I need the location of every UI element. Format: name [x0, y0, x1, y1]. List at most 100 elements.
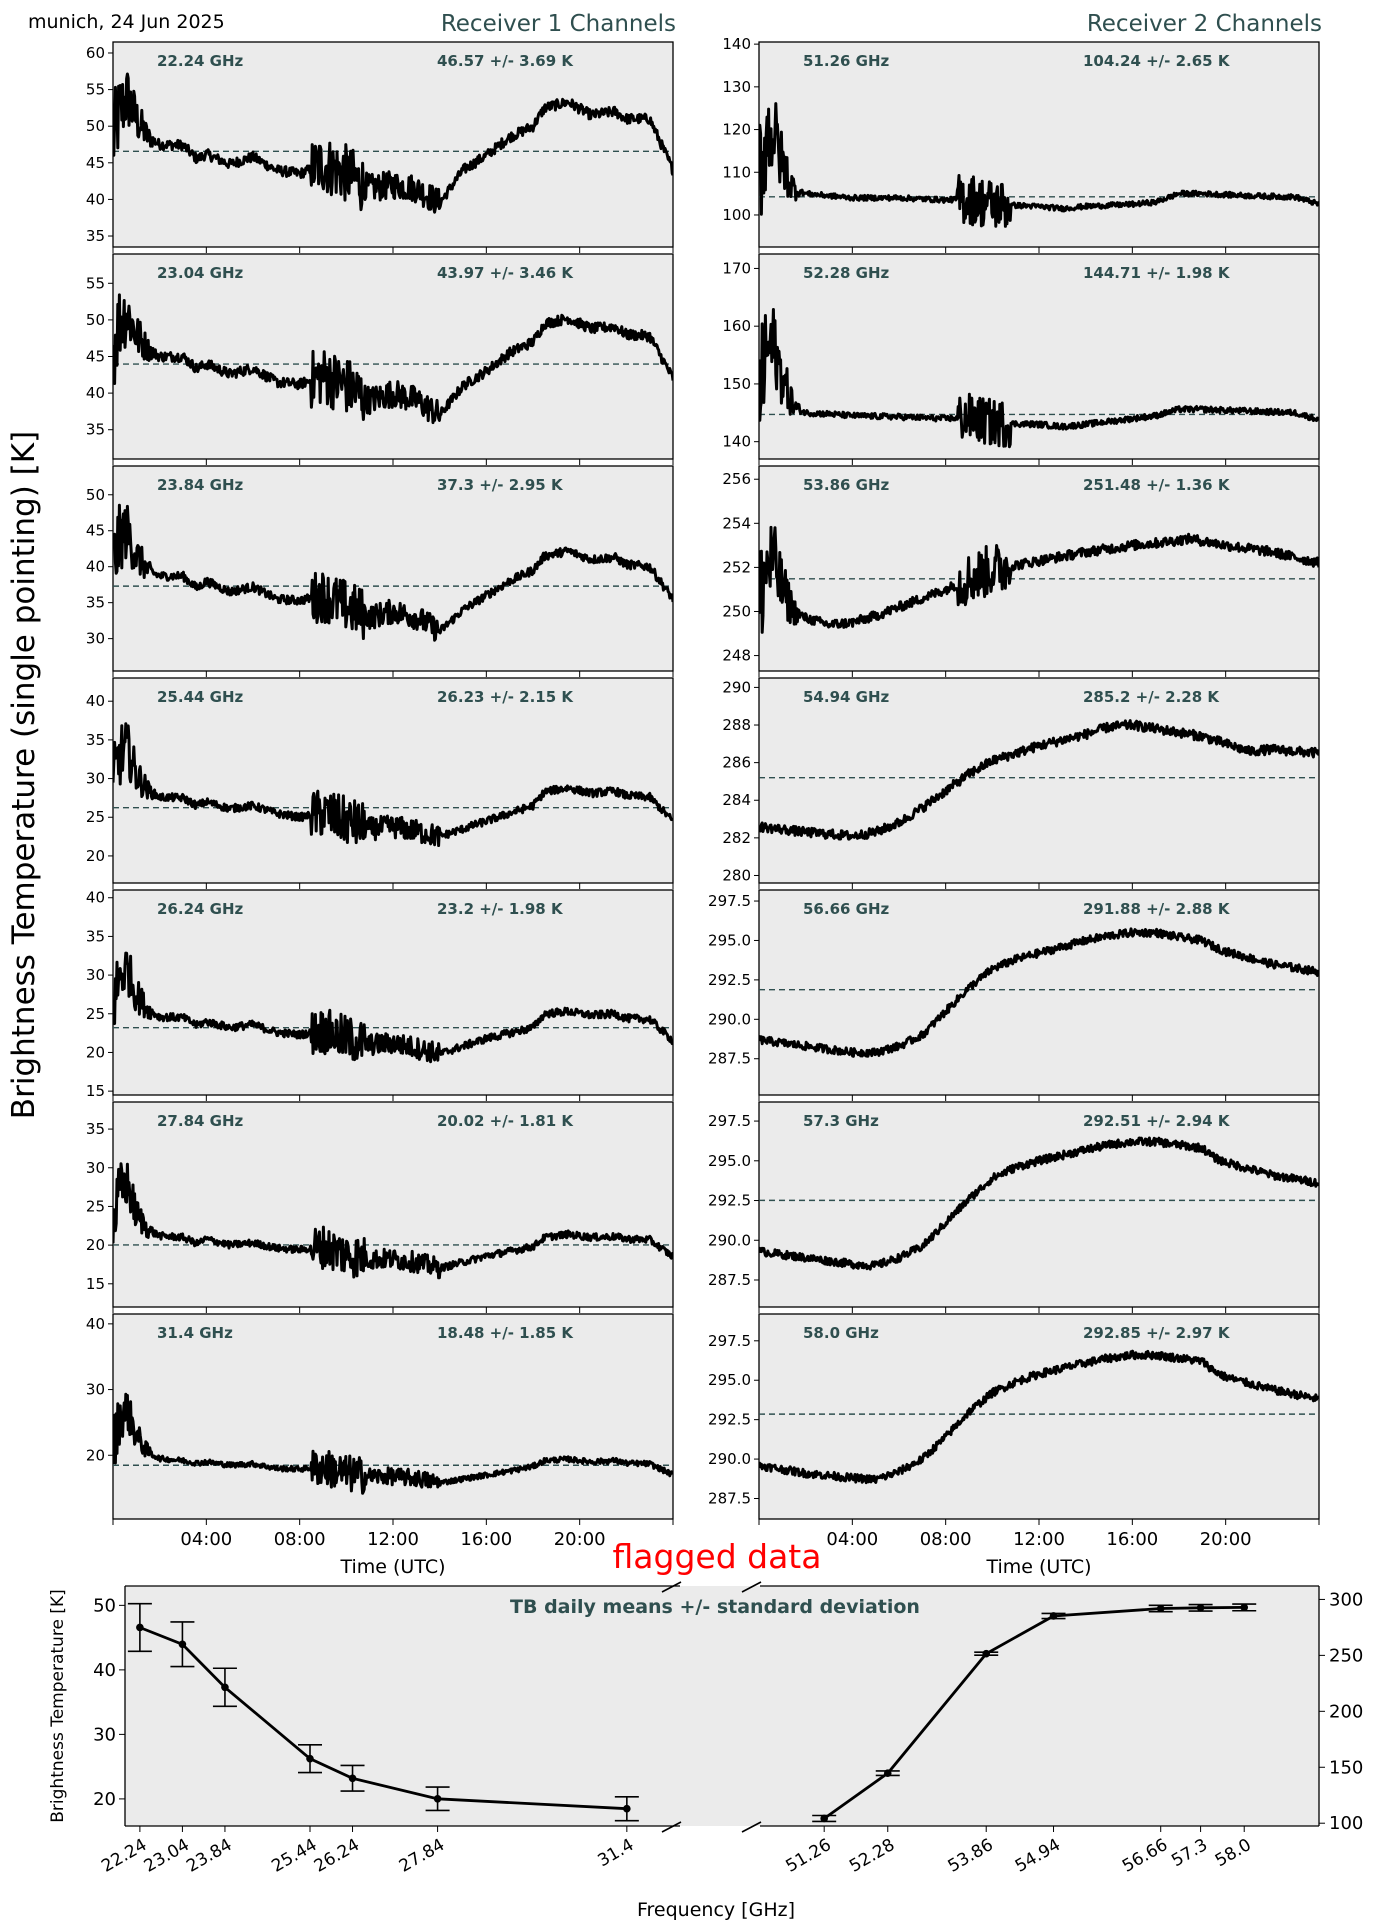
- y-tick-label: 295.0: [708, 1371, 751, 1389]
- data-point: [623, 1804, 631, 1813]
- receiver1-panel-3: 30 35 40 45 50 23.84 GHz 37.3 +/- 2.95 K: [86, 465, 674, 677]
- y-tick-label: 20: [86, 847, 105, 865]
- receiver1-title: Receiver 1 Channels: [441, 11, 676, 37]
- receiver2-panel-5: 287.5 290.0 292.5 295.0 297.5 56.66 GHz 291.88…: [708, 889, 1320, 1101]
- series-line: [759, 525, 1319, 634]
- location-date-label: munich, 24 Jun 2025: [28, 11, 225, 33]
- y-tick-label: 292.5: [708, 1192, 751, 1210]
- receiver1-panel-1: 35 40 45 50 55 60 22.24 GHz 46.57 +/- 3.69 K: [86, 41, 674, 253]
- panel-plot-area: [759, 927, 1319, 1058]
- y-tick-label: 40: [86, 384, 105, 402]
- y-tick-label: 290.0: [708, 1450, 751, 1468]
- frequency-label: 26.24 GHz: [157, 900, 244, 918]
- y-tick-label: 256: [722, 470, 751, 488]
- y-tick-label: 290.0: [708, 1231, 751, 1249]
- y-tick-label: 25: [86, 1197, 105, 1215]
- summary-x-axis-label: Frequency [GHz]: [637, 1899, 795, 1921]
- y-tick-label: 295.0: [708, 931, 751, 949]
- panel-plot-area: [759, 308, 1319, 449]
- y-tick-label: 60: [86, 44, 105, 62]
- frequency-label: 54.94 GHz: [803, 688, 890, 706]
- receiver2-panel-4: 280 282 284 286 288 290 54.94 GHz 285.2 +/- 2.2…: [722, 677, 1320, 889]
- panel-plot-area: [113, 1392, 673, 1495]
- y-tick-label: 50: [86, 311, 105, 329]
- y-tick-label: 40: [86, 692, 105, 710]
- frequency-label: 58.0 GHz: [803, 1324, 879, 1342]
- y-tick-label: 130: [722, 78, 751, 96]
- mean-std-label: 291.88 +/- 2.88 K: [1083, 900, 1231, 918]
- y-tick-label: 55: [86, 81, 105, 99]
- y-tick-label: 297.5: [708, 1112, 751, 1130]
- panel-background: [112, 1313, 674, 1520]
- mean-std-label: 292.51 +/- 2.94 K: [1083, 1112, 1231, 1130]
- data-point: [1240, 1603, 1249, 1612]
- receiver2-title: Receiver 2 Channels: [1087, 11, 1322, 37]
- panel-plot-area: [113, 503, 673, 642]
- x-tick-label: 31.4: [595, 1835, 638, 1871]
- x-tick-label: 12:00: [367, 1529, 419, 1550]
- y-tick-label: 287.5: [708, 1271, 751, 1289]
- frequency-label: 31.4 GHz: [157, 1324, 233, 1342]
- panel-plot-area: [113, 293, 673, 425]
- x-tick-label: 16:00: [1106, 1529, 1158, 1550]
- series-line: [113, 503, 673, 642]
- data-point: [178, 1640, 187, 1649]
- y-tick-label: 35: [86, 594, 105, 612]
- frequency-label: 23.04 GHz: [157, 264, 244, 282]
- axis-break-mark: [661, 1821, 682, 1833]
- receiver2-panel-1: 100 110 120 130 140 51.26 GHz 104.24 +/- 2.65 …: [722, 35, 1320, 253]
- x-tick-label: 20:00: [554, 1529, 606, 1550]
- mean-std-label: 23.2 +/- 1.98 K: [437, 900, 564, 918]
- data-point: [883, 1769, 892, 1777]
- x-tick-label: 08:00: [920, 1529, 972, 1550]
- y-tick-label: 30: [86, 1159, 105, 1177]
- panel-background: [758, 1313, 1320, 1520]
- y-tick-label: 50: [93, 1595, 116, 1616]
- y-tick-label: 55: [86, 274, 105, 292]
- frequency-label: 27.84 GHz: [157, 1112, 244, 1130]
- y-tick-label: 290: [722, 678, 751, 696]
- y-tick-label: 284: [722, 791, 751, 809]
- y-tick-label: 20: [86, 1446, 105, 1464]
- mean-std-label: 26.23 +/- 2.15 K: [437, 688, 574, 706]
- panel-plot-area: [759, 102, 1319, 228]
- mean-std-label: 20.02 +/- 1.81 K: [437, 1112, 574, 1130]
- receiver1-panel-6: 15 20 25 30 35 27.84 GHz 20.02 +/- 1.81 K: [86, 1101, 674, 1313]
- receiver2-x-axis-label: Time (UTC): [985, 1556, 1091, 1578]
- panel-plot-area: [759, 1136, 1319, 1271]
- mean-std-label: 37.3 +/- 2.95 K: [437, 476, 564, 494]
- x-tick-label: 08:00: [274, 1529, 326, 1550]
- receiver2-panel-3: 248 250 252 254 256 53.86 GHz 251.48 +/- 1.36 …: [722, 465, 1320, 677]
- y-tick-label: 35: [86, 421, 105, 439]
- x-tick-label: 12:00: [1013, 1529, 1065, 1550]
- panel-background: [112, 889, 674, 1096]
- y-tick-label: 140: [722, 433, 751, 451]
- y-tick-label: 50: [86, 117, 105, 135]
- data-point: [1156, 1604, 1165, 1613]
- panel-background: [758, 889, 1320, 1096]
- receiver2-panel-2: 140 150 160 170 52.28 GHz 144.71 +/- 1.98 K: [722, 253, 1320, 465]
- panel-plot-area: [759, 1349, 1319, 1485]
- x-tick-label: 57.3: [1168, 1835, 1211, 1871]
- y-tick-label: 20: [93, 1789, 116, 1810]
- receiver1-panel-5: 15 20 25 30 35 40 26.24 GHz 23.2 +/- 1.98 K: [86, 889, 674, 1101]
- axis-break-mark: [741, 1821, 762, 1833]
- y-tick-label: 297.5: [708, 892, 751, 910]
- y-tick-label: 292.5: [708, 971, 751, 989]
- y-tick-label: 200: [1329, 1701, 1363, 1722]
- y-tick-label: 25: [86, 808, 105, 826]
- frequency-label: 23.84 GHz: [157, 476, 244, 494]
- y-tick-label: 30: [93, 1724, 116, 1745]
- y-tick-label: 35: [86, 1120, 105, 1138]
- y-tick-label: 140: [722, 35, 751, 53]
- panel-background: [112, 253, 674, 460]
- x-tick-label: 51.26: [783, 1835, 835, 1877]
- axis-break-mark: [741, 1581, 762, 1593]
- panel-background: [112, 677, 674, 884]
- panel-plot-area: [759, 525, 1319, 634]
- mean-std-label: 18.48 +/- 1.85 K: [437, 1324, 574, 1342]
- x-tick-label: 54.94: [1012, 1835, 1064, 1877]
- summary-background: [125, 1586, 1319, 1826]
- y-tick-label: 252: [722, 558, 751, 576]
- summary-title: TB daily means +/- standard deviation: [510, 1596, 920, 1618]
